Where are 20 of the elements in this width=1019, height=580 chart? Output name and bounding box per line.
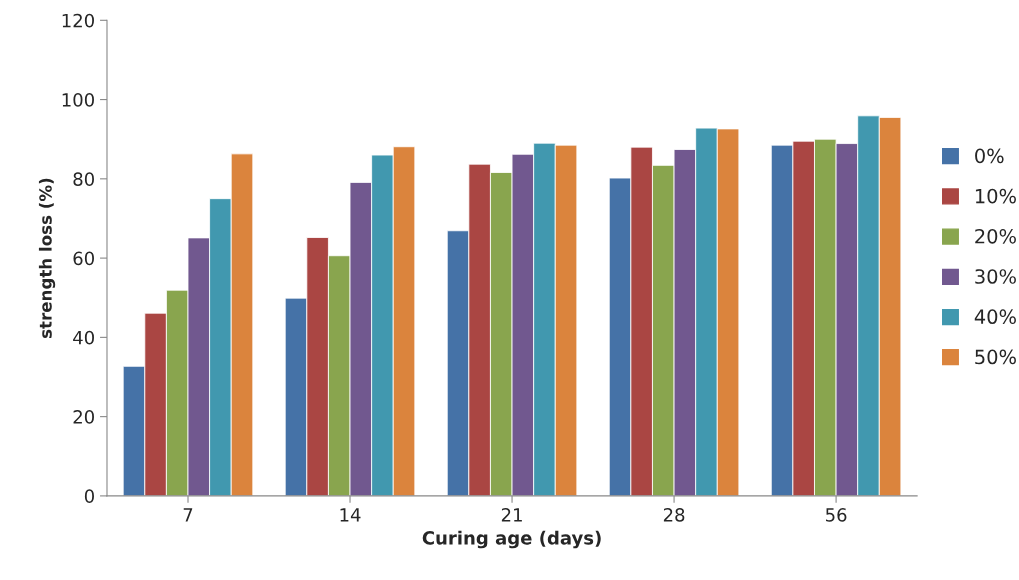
legend-label: 40% xyxy=(974,309,1016,325)
x-tick-label: 21 xyxy=(501,508,522,522)
x-tick-label: 14 xyxy=(340,508,361,522)
y-tick-label: 20 xyxy=(73,410,94,424)
y-axis-title: strength loss (%) xyxy=(38,178,56,339)
legend-label: 0% xyxy=(975,148,1004,164)
legend-label: 30% xyxy=(975,269,1016,284)
y-tick-label: 80 xyxy=(73,172,94,186)
y-tick-label: 40 xyxy=(73,330,94,345)
y-tick-label: 0 xyxy=(84,489,94,504)
x-tick-label: 56 xyxy=(826,508,847,522)
y-tick-label: 120 xyxy=(62,13,94,28)
x-tick-label: 7 xyxy=(183,508,193,522)
legend-label: 10% xyxy=(975,188,1016,204)
legend-label: 20% xyxy=(975,228,1016,244)
legend-label: 50% xyxy=(975,349,1016,365)
y-tick-label: 100 xyxy=(62,93,94,107)
y-tick-label: 60 xyxy=(73,251,94,266)
x-axis-title: Curing age (days) xyxy=(422,530,601,549)
x-tick-label: 28 xyxy=(663,508,685,522)
